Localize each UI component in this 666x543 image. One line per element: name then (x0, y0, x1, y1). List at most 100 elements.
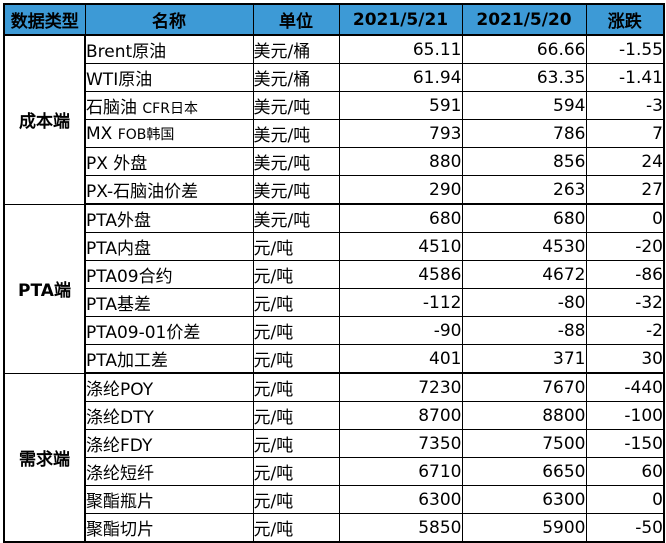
unit-cell: 元/吨 (252, 260, 340, 289)
value-date-1-cell: 793 (338, 119, 463, 148)
value-date-2-cell: 4530 (461, 232, 587, 261)
value-date-1-cell: 680 (338, 203, 463, 233)
unit-cell: 美元/吨 (252, 91, 340, 120)
value-date-2-cell: 6300 (461, 485, 587, 514)
unit-cell: 美元/吨 (252, 147, 340, 176)
unit-cell: 元/吨 (252, 457, 340, 486)
change-cell: -2 (585, 316, 665, 345)
table-row: PTA09-01价差 元/吨 -90 -88 -2 (4, 316, 665, 345)
change-cell: -3 (585, 91, 665, 120)
table-row: 成本端 Brent原油 美元/桶 65.11 66.66 -1.55 (3, 34, 665, 205)
name-note: FOB韩国 (117, 126, 175, 143)
header-category: 数据类型 (3, 3, 86, 36)
change-cell: -86 (585, 260, 665, 289)
header-date-2: 2021/5/20 (461, 3, 587, 36)
name-cell: PTA基差 (84, 288, 254, 317)
value-date-2-cell: -80 (461, 288, 587, 317)
name-cell: PX 外盘 (84, 147, 254, 176)
table-row: PTA09合约 元/吨 4586 4672 -86 (4, 260, 665, 289)
change-cell: 30 (585, 344, 665, 374)
table-row: PTA内盘 元/吨 4510 4530 -20 (4, 232, 665, 261)
table-row: 需求端 涤纶POY 元/吨 7230 7670 -440 (3, 372, 665, 543)
header-change: 涨跌 (585, 3, 665, 36)
value-date-2-cell: 66.66 (461, 34, 587, 64)
change-cell: -150 (585, 429, 665, 458)
unit-cell: 元/吨 (252, 344, 340, 374)
name-cell: Brent原油 (84, 34, 254, 64)
price-table: 数据类型 名称 单位 2021/5/21 2021/5/20 涨跌 成本端 Bre… (3, 3, 665, 543)
change-cell: -32 (585, 288, 665, 317)
unit-cell: 美元/吨 (252, 175, 340, 205)
change-cell: 27 (585, 175, 665, 205)
value-date-2-cell: 856 (461, 147, 587, 176)
header-date-1: 2021/5/21 (338, 3, 463, 36)
name-cell: PTA09合约 (84, 260, 254, 289)
value-date-1-cell: 591 (338, 91, 463, 120)
table-row: 涤纶DTY 元/吨 8700 8800 -100 (4, 401, 665, 430)
table-row: PTA端 PTA外盘 美元/吨 680 680 0 (3, 203, 665, 374)
value-date-2-cell: 7670 (461, 372, 587, 402)
name-cell: 石脑油 CFR日本 (84, 91, 254, 120)
unit-cell: 元/吨 (252, 232, 340, 261)
header-unit: 单位 (252, 3, 340, 36)
unit-cell: 元/吨 (252, 372, 340, 402)
table-row: 涤纶短纤 元/吨 6710 6650 60 (4, 457, 665, 486)
change-cell: -20 (585, 232, 665, 261)
header-name: 名称 (84, 3, 254, 36)
unit-cell: 元/吨 (252, 288, 340, 317)
value-date-2-cell: 594 (461, 91, 587, 120)
name-cell: WTI原油 (84, 63, 254, 92)
name-main: 石脑油 (86, 98, 137, 118)
change-cell: -1.41 (585, 63, 665, 92)
unit-cell: 美元/桶 (252, 63, 340, 92)
unit-cell: 元/吨 (252, 513, 340, 543)
name-cell: 聚酯切片 (84, 513, 254, 543)
value-date-1-cell: 290 (338, 175, 463, 205)
value-date-1-cell: 7230 (338, 372, 463, 402)
table-row: 涤纶FDY 元/吨 7350 7500 -150 (4, 429, 665, 458)
value-date-1-cell: -112 (338, 288, 463, 317)
value-date-1-cell: 61.94 (338, 63, 463, 92)
category-cell: PTA端 (3, 203, 86, 374)
table-row: 石脑油 CFR日本 美元/吨 591 594 -3 (4, 91, 665, 120)
unit-cell: 元/吨 (252, 316, 340, 345)
name-cell: PTA09-01价差 (84, 316, 254, 345)
value-date-2-cell: -88 (461, 316, 587, 345)
value-date-2-cell: 371 (461, 344, 587, 374)
value-date-2-cell: 680 (461, 203, 587, 233)
value-date-2-cell: 5900 (461, 513, 587, 543)
value-date-2-cell: 4672 (461, 260, 587, 289)
name-cell: PTA内盘 (84, 232, 254, 261)
value-date-2-cell: 263 (461, 175, 587, 205)
unit-cell: 元/吨 (252, 401, 340, 430)
header-row: 数据类型 名称 单位 2021/5/21 2021/5/20 涨跌 (3, 3, 665, 36)
value-date-1-cell: 6300 (338, 485, 463, 514)
unit-cell: 美元/桶 (252, 34, 340, 64)
change-cell: -440 (585, 372, 665, 402)
value-date-2-cell: 6650 (461, 457, 587, 486)
value-date-1-cell: 4586 (338, 260, 463, 289)
value-date-2-cell: 63.35 (461, 63, 587, 92)
unit-cell: 美元/吨 (252, 119, 340, 148)
value-date-1-cell: 65.11 (338, 34, 463, 64)
name-cell: PTA外盘 (84, 203, 254, 233)
change-cell: 24 (585, 147, 665, 176)
value-date-1-cell: -90 (338, 316, 463, 345)
table-body: 成本端 Brent原油 美元/桶 65.11 66.66 -1.55 WTI原油 美元/桶 61… (3, 34, 665, 543)
value-date-1-cell: 7350 (338, 429, 463, 458)
change-cell: 0 (585, 485, 665, 514)
category-cell: 需求端 (3, 372, 86, 543)
name-cell: 涤纶DTY (84, 401, 254, 430)
change-cell: 7 (585, 119, 665, 148)
change-cell: -100 (585, 401, 665, 430)
table-row: 聚酯切片 元/吨 5850 5900 -50 (4, 513, 665, 543)
name-cell: MX FOB韩国 (84, 119, 254, 148)
table-row: PTA基差 元/吨 -112 -80 -32 (4, 288, 665, 317)
table-row: MX FOB韩国 美元/吨 793 786 7 (4, 119, 665, 148)
table-row: 聚酯瓶片 元/吨 6300 6300 0 (4, 485, 665, 514)
name-cell: 涤纶短纤 (84, 457, 254, 486)
name-cell: 涤纶FDY (84, 429, 254, 458)
value-date-1-cell: 880 (338, 147, 463, 176)
name-cell: 聚酯瓶片 (84, 485, 254, 514)
